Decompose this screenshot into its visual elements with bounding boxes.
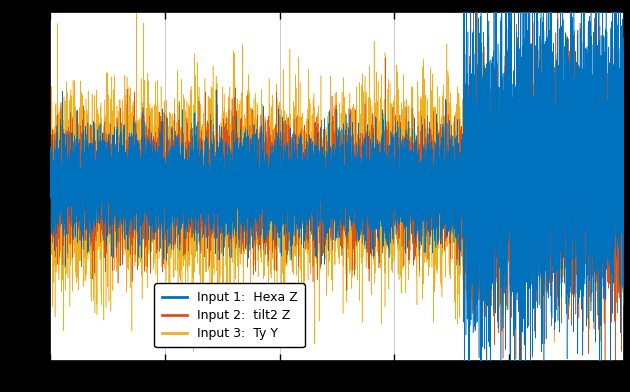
Input 1:  Hexa Z: (0.947, 0.745): Hexa Z: (0.947, 0.745) [590,31,597,36]
Input 3:  Ty Y: (0.0045, 0.209): Ty Y: (0.0045, 0.209) [49,141,57,146]
Input 3:  Ty Y: (1, -0.0504): Ty Y: (1, -0.0504) [620,194,627,199]
Input 2:  tilt2 Z: (0.0414, 0.000502): tilt2 Z: (0.0414, 0.000502) [71,184,78,189]
Input 1:  Hexa Z: (0.0045, -0.0864): Hexa Z: (0.0045, -0.0864) [49,201,57,206]
Input 2:  tilt2 Z: (0.196, 0.0025): tilt2 Z: (0.196, 0.0025) [159,183,166,188]
Input 1:  Hexa Z: (0.0414, 0.0399): Hexa Z: (0.0414, 0.0399) [71,176,78,180]
Input 1:  Hexa Z: (0.0598, -0.0533): Hexa Z: (0.0598, -0.0533) [81,195,88,200]
Input 3:  Ty Y: (0.0598, -0.0499): Ty Y: (0.0598, -0.0499) [81,194,88,199]
Input 2:  tilt2 Z: (1, -0.454): tilt2 Z: (1, -0.454) [620,277,627,281]
Input 3:  Ty Y: (0.0414, -0.2): Ty Y: (0.0414, -0.2) [71,225,78,230]
Input 2:  tilt2 Z: (0.489, 0.182): tilt2 Z: (0.489, 0.182) [327,147,335,151]
Input 2:  tilt2 Z: (0.0598, 0.0403): tilt2 Z: (0.0598, 0.0403) [81,176,88,180]
Input 1:  Hexa Z: (1, 0.425): Hexa Z: (1, 0.425) [620,97,627,102]
Input 1:  Hexa Z: (0.196, -0.00659): Hexa Z: (0.196, -0.00659) [159,185,166,190]
Input 3:  Ty Y: (0.249, -0.804): Ty Y: (0.249, -0.804) [190,349,197,354]
Input 3:  Ty Y: (0, 0.0766): Ty Y: (0, 0.0766) [47,168,54,173]
Input 2:  tilt2 Z: (0, -0.095): tilt2 Z: (0, -0.095) [47,203,54,208]
Input 3:  Ty Y: (0.196, -0.0775): Ty Y: (0.196, -0.0775) [159,200,166,205]
Input 3:  Ty Y: (0.489, -0.157): Ty Y: (0.489, -0.157) [327,216,335,221]
Legend: Input 1:  Hexa Z, Input 2:  tilt2 Z, Input 3:  Ty Y: Input 1: Hexa Z, Input 2: tilt2 Z, Input… [154,283,305,347]
Input 1:  Hexa Z: (0, 0.0596): Hexa Z: (0, 0.0596) [47,172,54,176]
Input 2:  tilt2 Z: (0.947, -0.288): tilt2 Z: (0.947, -0.288) [590,243,597,248]
Input 3:  Ty Y: (0.947, 0.155): Ty Y: (0.947, 0.155) [590,152,597,157]
Line: Input 3:  Ty Y: Input 3: Ty Y [50,0,624,351]
Line: Input 1:  Hexa Z: Input 1: Hexa Z [50,0,624,392]
Input 2:  tilt2 Z: (0.0045, 0.0168): tilt2 Z: (0.0045, 0.0168) [49,180,57,185]
Line: Input 2:  tilt2 Z: Input 2: tilt2 Z [50,0,624,392]
Input 1:  Hexa Z: (0.489, 0.0273): Hexa Z: (0.489, 0.0273) [327,178,335,183]
